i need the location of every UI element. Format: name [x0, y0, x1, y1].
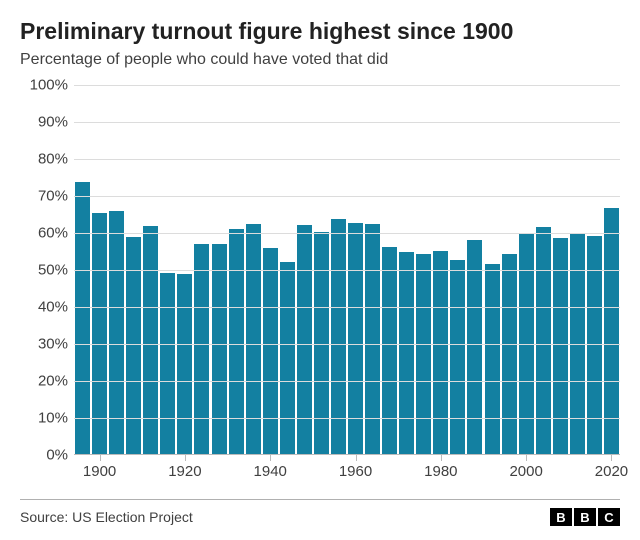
- x-tick: [441, 455, 442, 461]
- bar: [160, 273, 175, 455]
- y-tick-label: 60%: [38, 225, 74, 242]
- gridline: [74, 196, 620, 197]
- chart-container: Preliminary turnout figure highest since…: [0, 0, 640, 540]
- x-tick-label: 1960: [339, 463, 372, 480]
- gridline: [74, 307, 620, 308]
- bar: [263, 248, 278, 455]
- x-tick-label: 2000: [509, 463, 542, 480]
- chart-title: Preliminary turnout figure highest since…: [20, 18, 620, 45]
- bar: [450, 260, 465, 455]
- bar: [348, 223, 363, 455]
- y-tick-label: 30%: [38, 336, 74, 353]
- logo-letter: B: [550, 508, 572, 526]
- x-tick: [526, 455, 527, 461]
- y-tick-label: 70%: [38, 188, 74, 205]
- bar: [75, 182, 90, 455]
- gridline: [74, 381, 620, 382]
- y-tick-label: 100%: [30, 77, 74, 94]
- y-tick-label: 10%: [38, 410, 74, 427]
- bar: [467, 240, 482, 455]
- bar: [143, 226, 158, 455]
- bar: [365, 224, 380, 455]
- chart-area: 0%10%20%30%40%50%60%70%80%90%100% 190019…: [20, 85, 620, 455]
- x-tick-label: 2020: [595, 463, 628, 480]
- bar: [297, 225, 312, 456]
- y-axis: 0%10%20%30%40%50%60%70%80%90%100%: [20, 85, 74, 455]
- bar: [433, 251, 448, 455]
- x-tick-label: 1920: [168, 463, 201, 480]
- gridline: [74, 85, 620, 86]
- y-tick-label: 40%: [38, 299, 74, 316]
- x-tick: [100, 455, 101, 461]
- y-tick-label: 90%: [38, 114, 74, 131]
- bar: [229, 229, 244, 455]
- x-tick-label: 1900: [83, 463, 116, 480]
- gridline: [74, 418, 620, 419]
- bar: [502, 254, 517, 455]
- chart-footer: Source: US Election Project BBC: [20, 499, 620, 526]
- x-tick: [185, 455, 186, 461]
- logo-letter: B: [574, 508, 596, 526]
- y-tick-label: 80%: [38, 151, 74, 168]
- x-tick-label: 1940: [254, 463, 287, 480]
- x-tick-label: 1980: [424, 463, 457, 480]
- source-label: Source: US Election Project: [20, 509, 193, 525]
- bar: [536, 227, 551, 455]
- bbc-logo: BBC: [550, 508, 620, 526]
- plot-area: [74, 85, 620, 455]
- x-tick: [611, 455, 612, 461]
- gridline: [74, 270, 620, 271]
- gridline: [74, 344, 620, 345]
- bar: [246, 224, 261, 455]
- x-tick: [270, 455, 271, 461]
- bar: [331, 219, 346, 455]
- gridline: [74, 159, 620, 160]
- chart-subtitle: Percentage of people who could have vote…: [20, 51, 620, 69]
- bar: [177, 274, 192, 455]
- bar: [212, 244, 227, 455]
- y-tick-label: 50%: [38, 262, 74, 279]
- gridline: [74, 122, 620, 123]
- bar: [382, 247, 397, 455]
- x-axis: 1900192019401960198020002020: [74, 455, 620, 479]
- gridline: [74, 233, 620, 234]
- bar: [485, 264, 500, 455]
- bar: [399, 252, 414, 455]
- bar: [280, 262, 295, 455]
- logo-letter: C: [598, 508, 620, 526]
- bar: [194, 244, 209, 455]
- y-tick-label: 20%: [38, 373, 74, 390]
- bar: [587, 236, 602, 455]
- bar: [416, 254, 431, 455]
- x-tick: [356, 455, 357, 461]
- y-tick-label: 0%: [46, 447, 74, 464]
